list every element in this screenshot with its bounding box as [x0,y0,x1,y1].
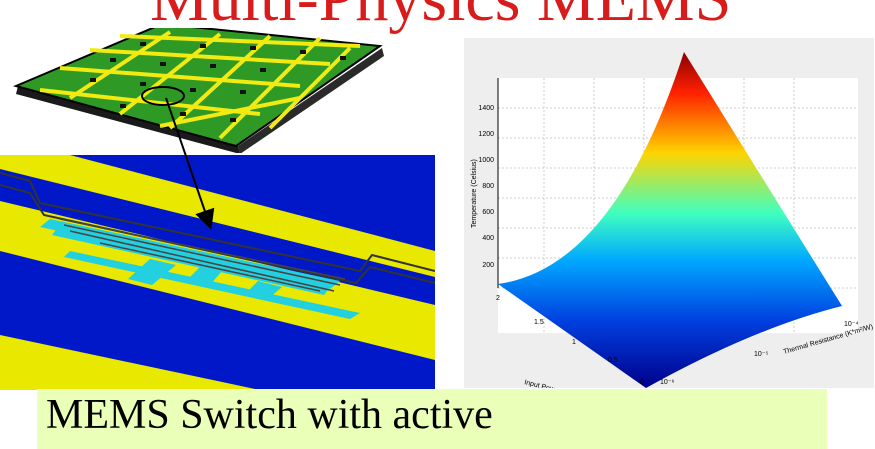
z-tick: 1000 [478,157,494,164]
y-tick: 10⁻⁵ [754,351,768,358]
slide-caption: MEMS Switch with active [46,392,493,438]
temperature-surface-plot: 200 400 600 800 1000 1200 1400 Temperatu… [464,38,874,398]
mems-switch-closeup: 400 [0,155,435,390]
x-tick: 1.5 [534,319,544,326]
x-tick: 2 [496,295,500,302]
z-axis-label: Temperature (Celsius) [471,159,478,228]
x-tick: 0 [640,379,644,386]
x-tick: 0.5 [608,357,618,364]
y-tick: 10⁻⁶ [660,379,674,386]
slide-title: Multi-Physics MEMS [150,0,870,32]
y-tick: 10⁻⁴ [844,321,859,328]
z-tick: 200 [482,262,494,269]
x-tick: 1 [572,339,576,346]
z-tick: 600 [482,209,494,216]
x-axis-label: Input Power (W) [524,379,575,388]
z-tick: 800 [482,183,494,190]
z-tick: 400 [482,235,494,242]
z-tick: 1200 [478,131,494,138]
z-tick: 1400 [478,105,494,112]
circuit-board-illustration [0,22,410,154]
